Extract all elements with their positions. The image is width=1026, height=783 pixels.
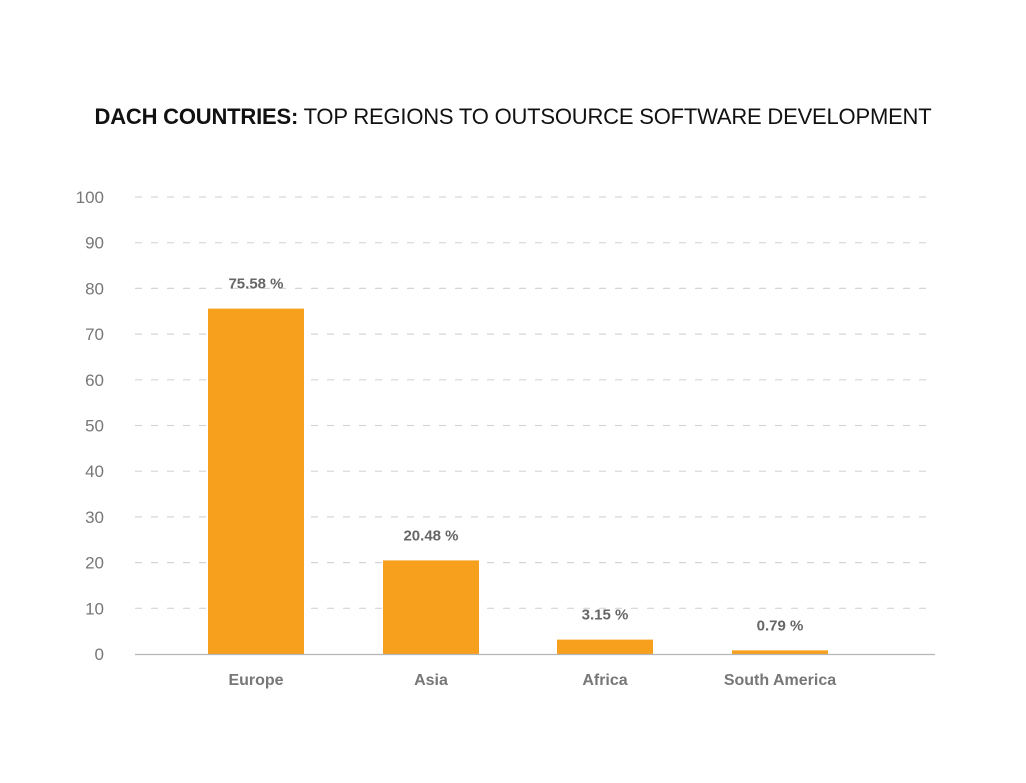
bar-asia	[383, 560, 479, 654]
y-tick-label: 40	[85, 462, 104, 481]
y-tick-label: 70	[85, 325, 104, 344]
y-tick-label: 30	[85, 508, 104, 527]
bar-south-america	[732, 650, 828, 654]
bar-africa	[557, 639, 653, 654]
y-tick-label: 0	[95, 645, 104, 664]
value-label: 0.79 %	[757, 617, 804, 634]
y-tick-label: 50	[85, 417, 104, 436]
chart-title-bold: DACH COUNTRIES:	[94, 104, 299, 129]
bars	[208, 308, 828, 654]
value-label: 75.58 %	[228, 276, 283, 293]
bar-europe	[208, 308, 304, 654]
y-tick-label: 20	[85, 554, 104, 573]
y-axis-ticks: 0 10 20 30 40 50 60 70 80 90 100	[76, 188, 104, 664]
x-tick-label: Europe	[228, 672, 283, 689]
x-tick-label: South America	[724, 672, 836, 689]
value-label: 20.48 %	[403, 527, 458, 544]
x-tick-label: Asia	[414, 672, 448, 689]
chart-title: DACH COUNTRIES: TOP REGIONS TO OUTSOURCE…	[0, 104, 1026, 130]
chart-title-rest: TOP REGIONS TO OUTSOURCE SOFTWARE DEVELO…	[298, 104, 932, 129]
y-tick-label: 60	[85, 371, 104, 390]
y-tick-label: 10	[85, 599, 104, 618]
x-tick-label: Africa	[582, 672, 627, 689]
y-tick-label: 90	[85, 234, 104, 253]
value-label: 3.15 %	[582, 607, 629, 624]
value-labels: 75.58 % 20.48 % 3.15 % 0.79 %	[228, 276, 803, 635]
y-tick-label: 80	[85, 279, 104, 298]
y-tick-label: 100	[76, 188, 104, 207]
x-axis-ticks: Europe Asia Africa South America	[228, 672, 836, 689]
